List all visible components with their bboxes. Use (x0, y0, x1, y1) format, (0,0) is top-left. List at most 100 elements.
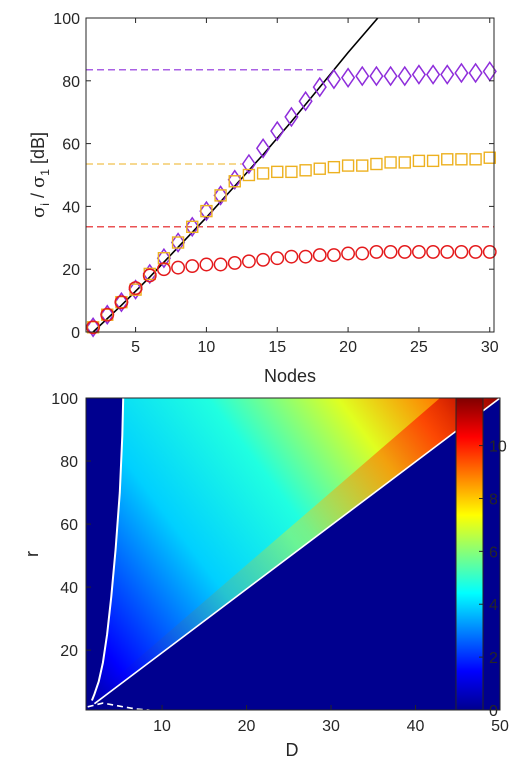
circle-marker-11 (213, 257, 228, 272)
circle-marker-26 (426, 244, 441, 259)
diamond-marker-17 (298, 90, 313, 112)
square-marker-15 (271, 165, 284, 179)
circle-marker-8 (171, 260, 186, 275)
diamond-marker-5 (128, 279, 143, 300)
colorbar (456, 398, 483, 710)
square-marker-9 (186, 220, 199, 234)
heat-ytick-label-100: 100 (51, 391, 78, 408)
circle-marker-2 (86, 320, 101, 335)
top-ytick-label-0: 0 (71, 325, 80, 342)
square-marker-19 (327, 160, 341, 174)
diamond-marker-24 (397, 65, 412, 87)
diamond-marker-26 (425, 64, 441, 85)
heatmap-x-ticks: 10 20 30 40 50 (153, 705, 509, 735)
heat-ytick-label-40: 40 (60, 580, 78, 597)
top-xtick-label-10: 10 (198, 339, 216, 356)
diamond-marker-11 (213, 185, 228, 206)
square-marker-22 (370, 157, 383, 171)
square-marker-13 (242, 168, 256, 182)
fit-line (92, 18, 379, 332)
circle-marker-17 (298, 249, 313, 264)
circle-marker-19 (326, 248, 341, 263)
diamond-marker-20 (340, 67, 356, 88)
top-ytick-label-60: 60 (62, 137, 80, 154)
diamond-marker-10 (199, 200, 214, 222)
top-x-ticks: 5 10 15 20 25 30 (131, 18, 499, 356)
circle-marker-29 (468, 244, 483, 259)
circle-marker-6 (142, 268, 157, 283)
top-xtick-label-15: 15 (268, 339, 286, 356)
heat-xtick-label-40: 40 (407, 718, 425, 735)
circle-marker-4 (114, 295, 129, 310)
cbar-tick-label-6: 6 (489, 544, 498, 561)
square-marker-24 (398, 156, 411, 169)
circle-marker-15 (270, 251, 285, 266)
top-ytick-label-40: 40 (62, 199, 80, 216)
heatmap-y-axis-label: r (22, 551, 42, 557)
circle-marker-9 (185, 259, 200, 274)
circle-marker-14 (256, 252, 271, 267)
colorbar-box (455, 397, 484, 711)
top-x-axis-label: Nodes (264, 366, 316, 386)
ylabel-sep: / (28, 188, 48, 203)
circle-marker-20 (341, 246, 356, 261)
heatmap-boundary-line (93, 398, 500, 705)
circle-marker-28 (454, 244, 469, 259)
circle-marker-22 (369, 244, 384, 259)
diamond-marker-14 (255, 137, 271, 159)
diamond-marker-22 (369, 65, 384, 87)
diamond-marker-21 (355, 65, 370, 87)
diamond-marker-2 (85, 316, 101, 338)
heatmap-chart: 10 20 30 40 50 20 40 60 80 100 D r 0 2 4 6 8 10 (22, 391, 509, 760)
diamond-marker-9 (185, 216, 200, 238)
diamond-marker-15 (270, 120, 285, 142)
diamond-marker-16 (284, 106, 299, 128)
top-markers (85, 61, 497, 338)
heat-xtick-label-20: 20 (238, 718, 256, 735)
square-marker-27 (441, 153, 454, 166)
square-marker-20 (341, 159, 355, 172)
top-ytick-label-100: 100 (53, 11, 80, 28)
top-y-axis-label: σi / σ1 [dB] (28, 132, 52, 218)
diamond-marker-29 (468, 62, 483, 84)
square-marker-8 (171, 236, 185, 249)
square-marker-28 (455, 153, 468, 166)
square-marker-10 (200, 204, 213, 218)
circle-marker-10 (199, 257, 214, 272)
circle-marker-30 (482, 244, 497, 259)
heat-xtick-label-50: 50 (491, 718, 509, 735)
ylabel-sub-i: i (38, 203, 52, 206)
ylabel-sigma-1: σ (28, 176, 49, 188)
square-marker-11 (214, 189, 227, 202)
ylabel-unit: [dB] (28, 132, 48, 169)
cbar-tick-label-0: 0 (489, 703, 498, 720)
circle-marker-12 (227, 255, 242, 270)
diamond-marker-28 (454, 62, 469, 84)
top-xtick-label-30: 30 (481, 339, 499, 356)
heatmap-x-axis-label: D (286, 740, 299, 760)
cbar-tick-label-8: 8 (489, 491, 498, 508)
square-marker-25 (412, 154, 426, 168)
heatmap-axes-box (85, 397, 501, 711)
circle-marker-24 (397, 244, 412, 259)
heat-xtick-label-10: 10 (153, 718, 171, 735)
diamond-marker-25 (411, 64, 427, 85)
cbar-tick-label-4: 4 (489, 597, 498, 614)
heat-xtick-label-30: 30 (322, 718, 340, 735)
square-marker-14 (256, 167, 270, 180)
circle-marker-7 (156, 262, 171, 277)
square-marker-16 (285, 165, 298, 179)
circle-marker-18 (312, 248, 327, 263)
circle-marker-5 (128, 281, 143, 295)
circle-marker-23 (383, 244, 398, 259)
circle-marker-16 (284, 249, 299, 264)
square-marker-12 (228, 175, 241, 188)
heatmap-dashed-contour (87, 702, 150, 710)
top-y-ticks: 0 20 40 60 80 100 (53, 11, 494, 342)
diamond-marker-12 (227, 169, 242, 191)
cbar-tick-label-10: 10 (489, 439, 507, 456)
circle-marker-25 (411, 244, 426, 259)
top-ytick-label-20: 20 (62, 262, 80, 279)
